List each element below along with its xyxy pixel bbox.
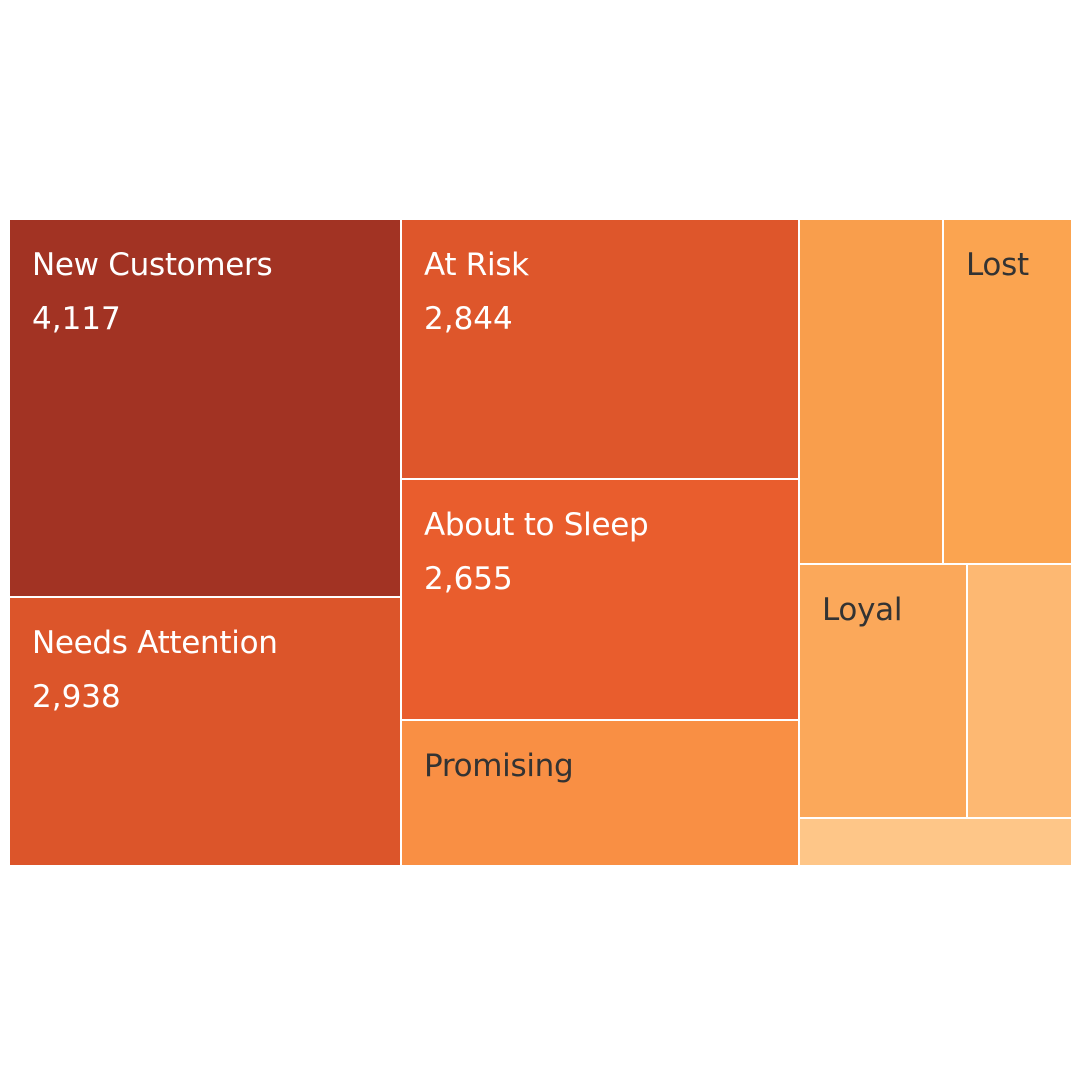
treemap-tile: Promising (400, 719, 800, 867)
tile-label: Needs Attention (32, 625, 278, 661)
tile-label: Lost (966, 247, 1029, 283)
treemap-tile (798, 218, 944, 565)
tile-value: 2,655 (424, 561, 513, 597)
tile-label: At Risk (424, 247, 529, 283)
tile-label: New Customers (32, 247, 273, 283)
treemap-tile: Loyal (798, 563, 968, 819)
tile-label: About to Sleep (424, 507, 649, 543)
treemap-tile: At Risk 2,844 (400, 218, 800, 480)
tile-label: Promising (424, 748, 574, 784)
tile-value: 2,844 (424, 301, 513, 337)
treemap-tile (966, 563, 1073, 819)
treemap-tile: Needs Attention 2,938 (8, 596, 402, 867)
tile-label: Loyal (822, 592, 903, 628)
tile-value: 4,117 (32, 301, 121, 337)
treemap-tile: Lost (942, 218, 1073, 565)
treemap-tile (798, 817, 1073, 867)
treemap-tile: About to Sleep 2,655 (400, 478, 800, 721)
treemap-tile: New Customers 4,117 (8, 218, 402, 598)
tile-value: 2,938 (32, 679, 121, 715)
